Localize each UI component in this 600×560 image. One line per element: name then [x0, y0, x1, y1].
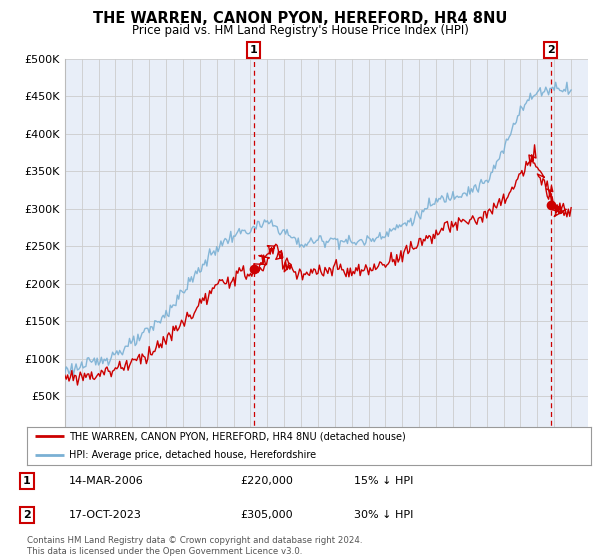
Text: THE WARREN, CANON PYON, HEREFORD, HR4 8NU: THE WARREN, CANON PYON, HEREFORD, HR4 8N… — [93, 11, 507, 26]
Text: 14-MAR-2006: 14-MAR-2006 — [69, 476, 144, 486]
Text: 1: 1 — [23, 476, 31, 486]
Text: THE WARREN, CANON PYON, HEREFORD, HR4 8NU (detached house): THE WARREN, CANON PYON, HEREFORD, HR4 8N… — [70, 431, 406, 441]
Text: 17-OCT-2023: 17-OCT-2023 — [69, 510, 142, 520]
Text: 1: 1 — [250, 45, 258, 55]
Text: Contains HM Land Registry data © Crown copyright and database right 2024.
This d: Contains HM Land Registry data © Crown c… — [27, 536, 362, 556]
Text: 2: 2 — [23, 510, 31, 520]
Text: 2: 2 — [547, 45, 554, 55]
Text: Price paid vs. HM Land Registry's House Price Index (HPI): Price paid vs. HM Land Registry's House … — [131, 24, 469, 36]
Text: £220,000: £220,000 — [240, 476, 293, 486]
Text: HPI: Average price, detached house, Herefordshire: HPI: Average price, detached house, Here… — [70, 450, 316, 460]
Text: £305,000: £305,000 — [240, 510, 293, 520]
Text: 15% ↓ HPI: 15% ↓ HPI — [354, 476, 413, 486]
Text: 30% ↓ HPI: 30% ↓ HPI — [354, 510, 413, 520]
